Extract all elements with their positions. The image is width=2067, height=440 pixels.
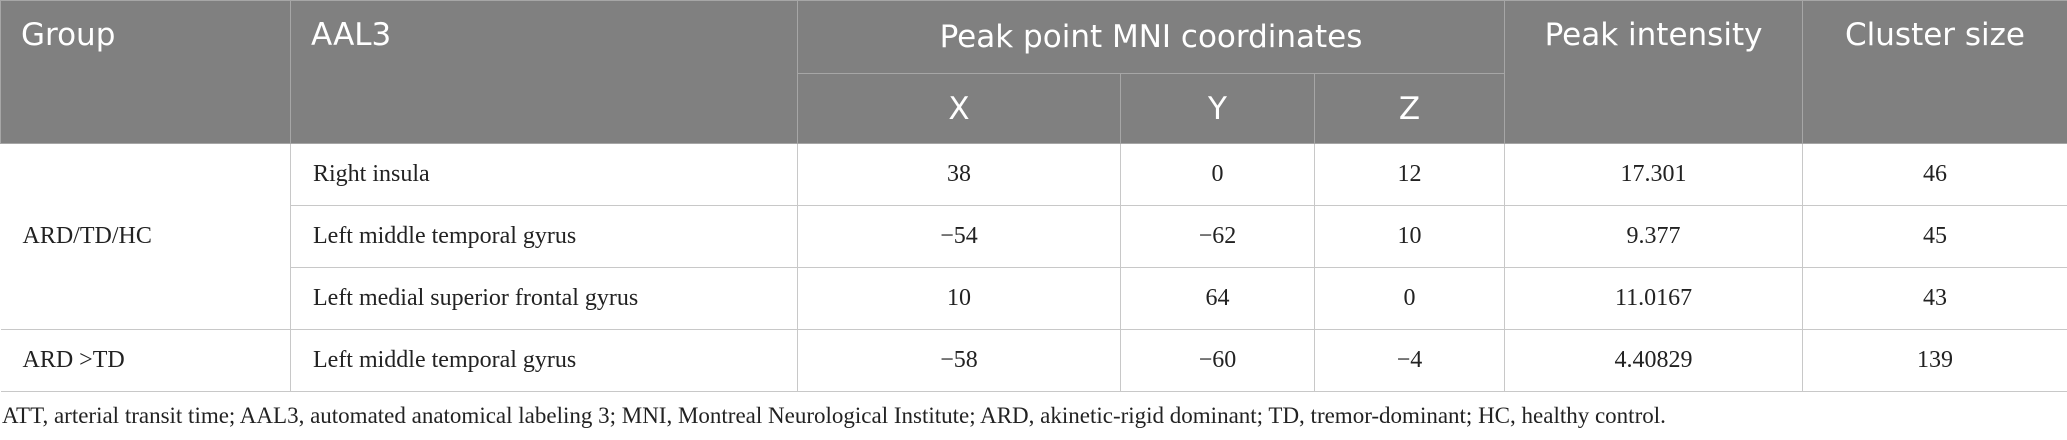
- value-cell: −54: [797, 205, 1121, 268]
- region-cell: Left middle temporal gyrus: [290, 205, 798, 268]
- value-cell: 0: [1120, 143, 1315, 206]
- value-cell: 11.0167: [1504, 267, 1804, 330]
- table-body: ARD/TD/HC Right insula 38 0 12 17.301 46 Left m…: [0, 143, 2067, 392]
- value-cell: 17.301: [1504, 143, 1804, 206]
- subheader-cell: X: [797, 73, 1121, 144]
- subheader-row: X Y Z: [1, 73, 2067, 144]
- group-cell: ARD >TD: [0, 329, 291, 392]
- value-cell: 139: [1802, 329, 2067, 392]
- footnote: ATT, arterial transit time; AAL3, automa…: [2, 403, 1666, 428]
- data-row: Left medial superior frontal gyrus 10 64 0 1…: [1, 267, 2067, 330]
- value-cell: 0: [1313, 267, 1506, 330]
- header-cell: Peak point MNI coordinates: [796, 0, 1506, 74]
- header-cell: Cluster size: [1802, 0, 2067, 144]
- value-cell: 9.377: [1504, 205, 1804, 268]
- value-cell: −60: [1120, 329, 1315, 392]
- group-cell: ARD/TD/HC: [0, 143, 291, 330]
- value-cell: 43: [1802, 267, 2067, 330]
- header-cell: Peak intensity: [1504, 0, 1804, 144]
- data-row: ARD/TD/HC Right insula 38 0 12 17.301 46: [0, 143, 2067, 330]
- subheader-cell: Y: [1120, 73, 1315, 144]
- subheader-cell: Z: [1313, 73, 1506, 144]
- value-cell: 10: [1313, 205, 1506, 268]
- header-cell: Group: [0, 0, 291, 144]
- value-cell: 46: [1802, 143, 2067, 206]
- value-cell: −4: [1313, 329, 1506, 392]
- region-cell: Left medial superior frontal gyrus: [290, 267, 798, 330]
- data-row: ARD >TD Left middle temporal gyrus −58 −60−…: [0, 329, 2067, 392]
- data-row: Left middle temporal gyrus −54 −62 10 9.377 4…: [1, 205, 2067, 268]
- results-table: Group AAL3 Peak point MNI coordinates Pe…: [0, 0, 2067, 392]
- region-cell: Left middle temporal gyrus: [290, 329, 798, 392]
- value-cell: −62: [1120, 205, 1315, 268]
- header-cell: AAL3: [290, 0, 798, 144]
- value-cell: 64: [1120, 267, 1315, 330]
- region-cell: Right insula: [290, 143, 798, 206]
- value-cell: 38: [797, 143, 1121, 206]
- value-cell: 4.40829: [1504, 329, 1804, 392]
- header-row: Group AAL3 Peak point MNI coordinates Pe…: [0, 0, 2067, 144]
- value-cell: 10: [797, 267, 1121, 330]
- value-cell: 12: [1313, 143, 1506, 206]
- value-cell: −58: [797, 329, 1121, 392]
- value-cell: 45: [1802, 205, 2067, 268]
